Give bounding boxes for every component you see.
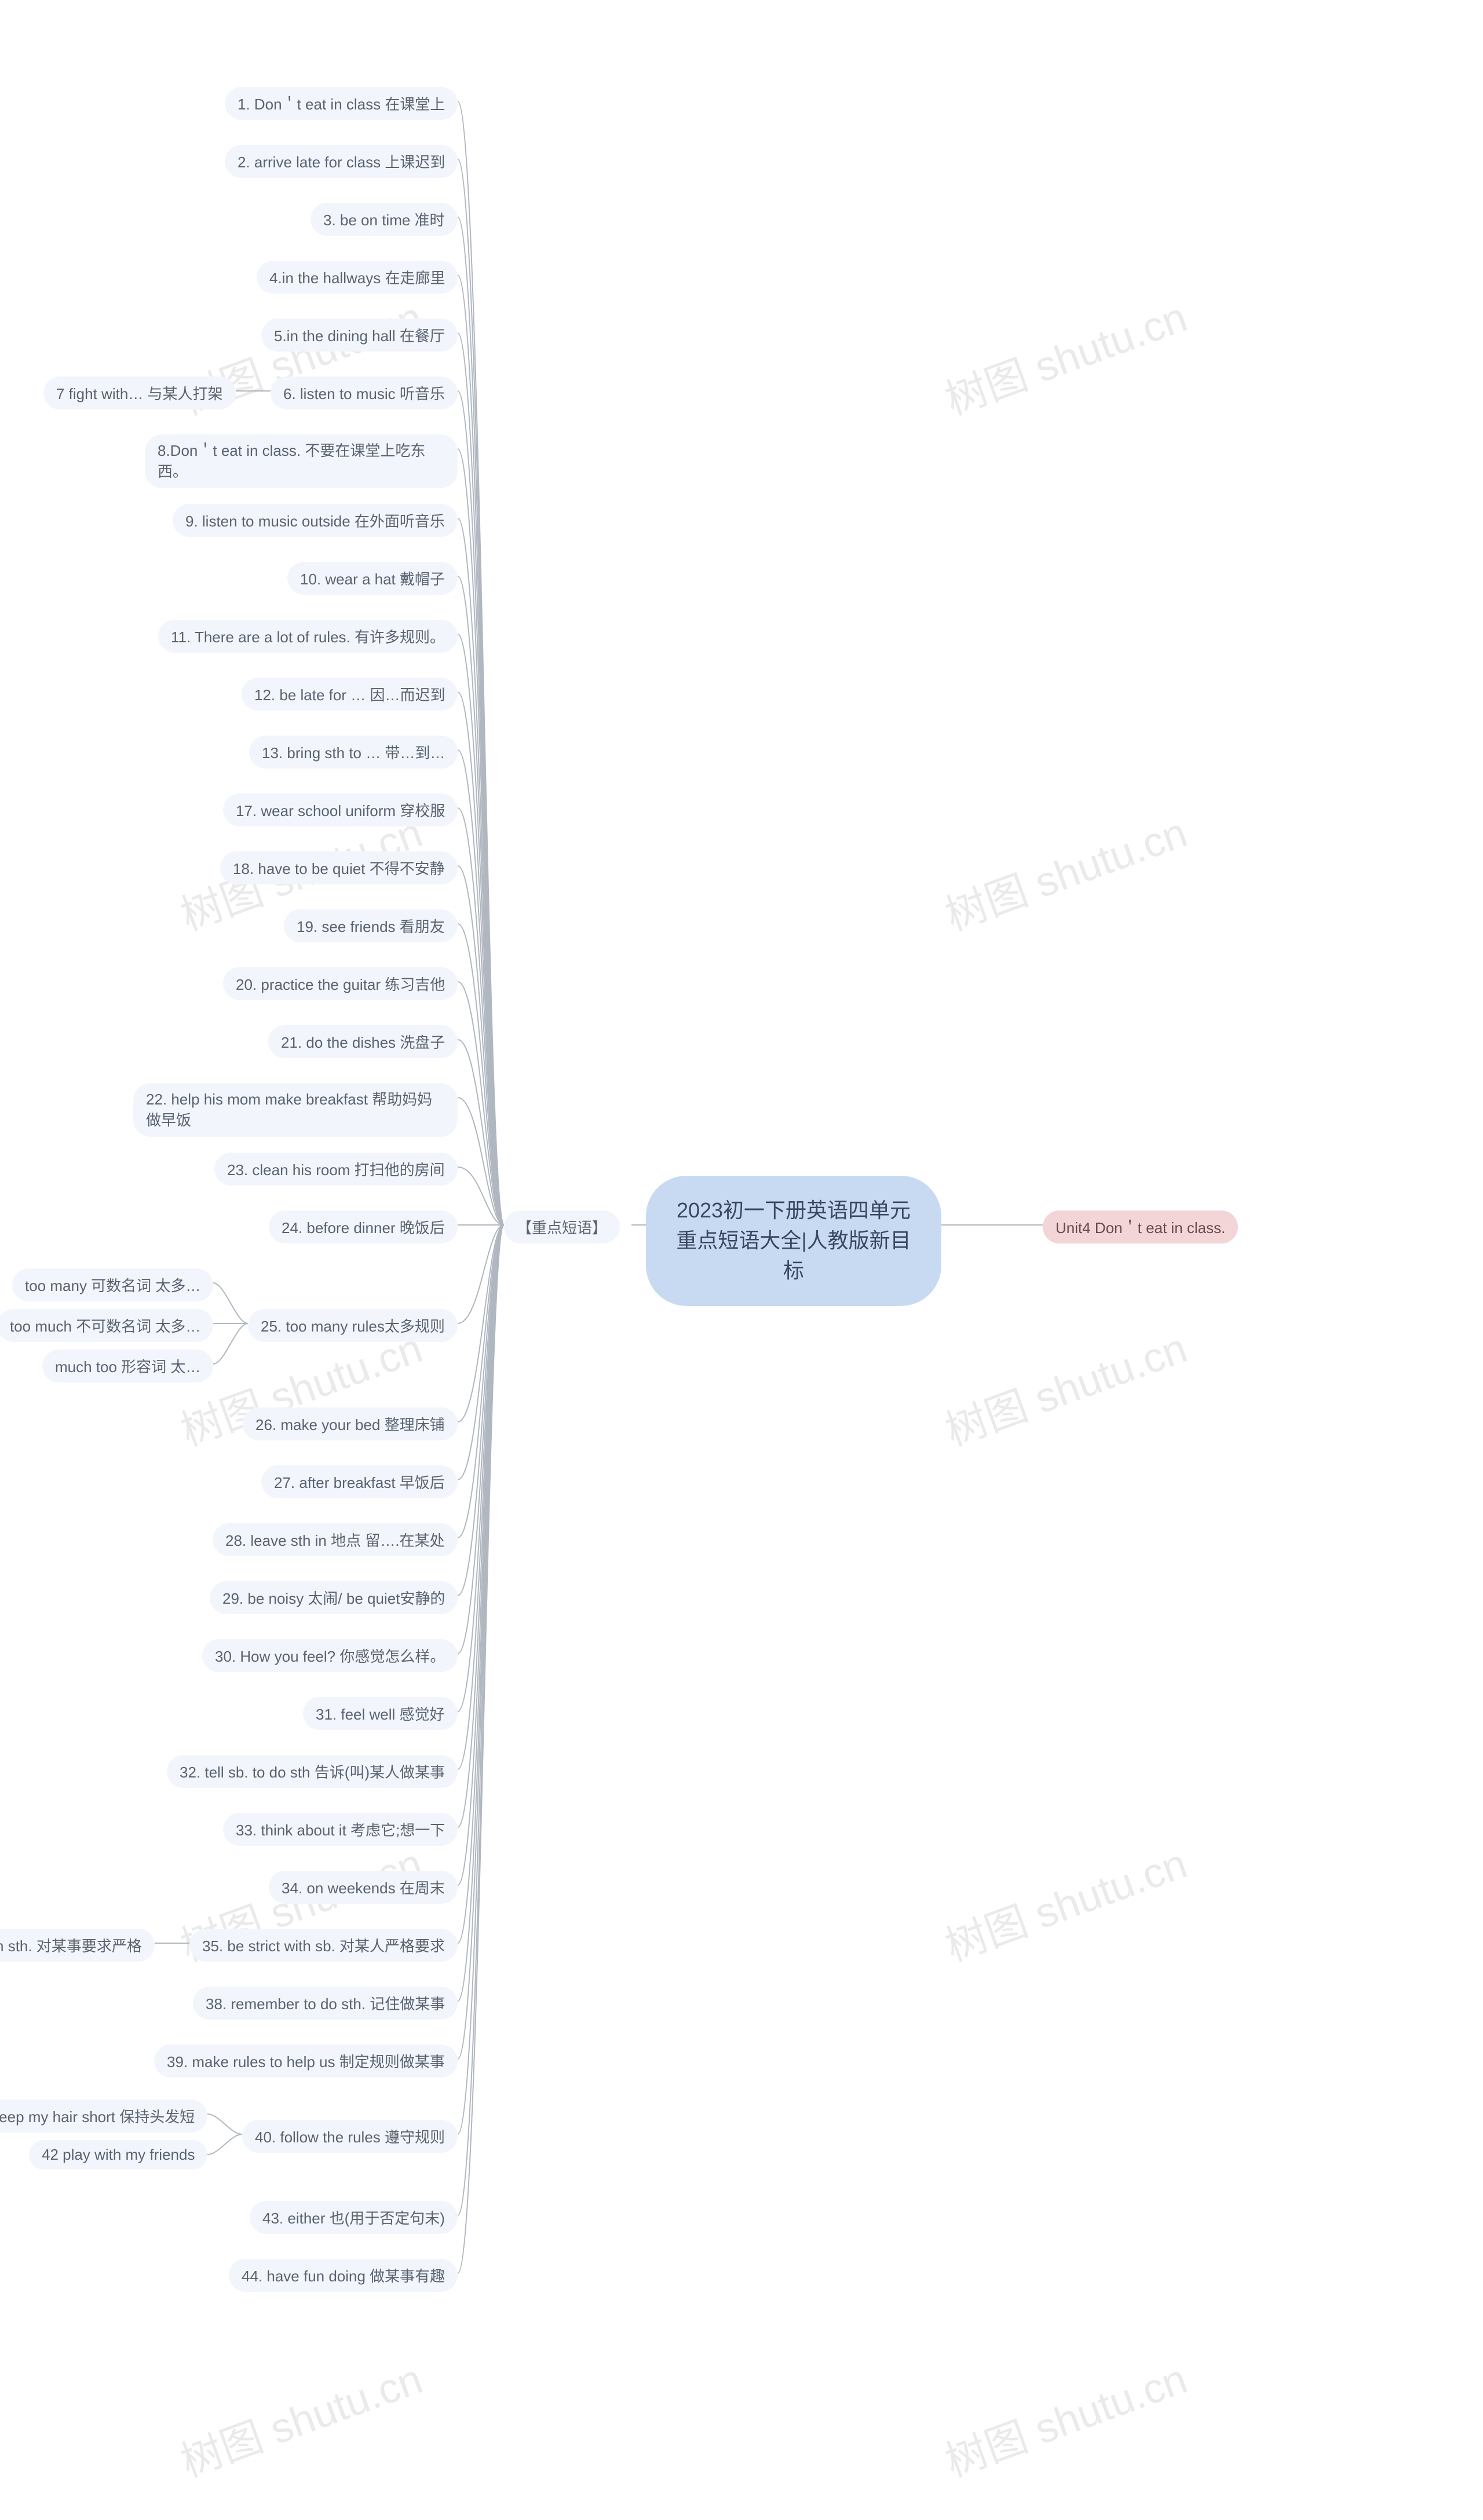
item-i30: 30. How you feel? 你感觉怎么样。	[202, 1639, 458, 1672]
item-i33: 33. think about it 考虑它;想一下	[223, 1813, 458, 1846]
item-i17: 17. wear school uniform 穿校服	[223, 793, 458, 826]
item-i10: 10. wear a hat 戴帽子	[287, 562, 458, 595]
center-node: 2023初一下册英语四单元重点短语大全|人教版新目标	[646, 1176, 941, 1306]
connector-line	[207, 2114, 242, 2134]
item-i38: 38. remember to do sth. 记住做某事	[193, 1987, 458, 2020]
child-i35a: be strict in sth. 对某事要求严格	[0, 1929, 155, 1962]
item-i8: 8.Don＇t eat in class. 不要在课堂上吃东西。	[145, 434, 458, 488]
item-i3: 3. be on time 准时	[311, 203, 458, 236]
right-node: Unit4 Don＇t eat in class.	[1043, 1210, 1238, 1243]
item-i20: 20. practice the guitar 练习吉他	[223, 967, 458, 1000]
item-i39: 39. make rules to help us 制定规则做某事	[154, 2044, 458, 2078]
item-i2: 2. arrive late for class 上课迟到	[225, 145, 458, 178]
item-i44: 44. have fun doing 做某事有趣	[229, 2259, 458, 2292]
item-i43: 43. either 也(用于否定句末)	[250, 2201, 458, 2234]
child-i25c: much too 形容词 太…	[42, 1349, 213, 1382]
item-i13: 13. bring sth to … 带…到…	[249, 736, 458, 769]
item-i12: 12. be late for … 因…而迟到	[242, 678, 458, 711]
child-i6a: 7 fight with… 与某人打架	[43, 376, 236, 409]
item-i1: 1. Don＇t eat in class 在课堂上	[225, 87, 458, 120]
item-i31: 31. feel well 感觉好	[303, 1697, 458, 1730]
item-i25: 25. too many rules太多规则	[248, 1309, 458, 1342]
item-i27: 27. after breakfast 早饭后	[261, 1465, 458, 1498]
item-i28: 28. leave sth in 地点 留….在某处	[213, 1523, 458, 1556]
child-i40a: 41 keep my hair short 保持头发短	[0, 2100, 207, 2133]
child-i40b: 42 play with my friends	[29, 2140, 207, 2170]
child-i25b: too much 不可数名词 太多…	[0, 1309, 213, 1342]
connector-line	[207, 2134, 242, 2155]
item-i21: 21. do the dishes 洗盘子	[268, 1025, 458, 1058]
item-i35: 35. be strict with sb. 对某人严格要求	[189, 1929, 458, 1962]
item-i32: 32. tell sb. to do sth 告诉(叫)某人做某事	[167, 1755, 458, 1788]
child-i25a: too many 可数名词 太多…	[12, 1268, 213, 1301]
item-i34: 34. on weekends 在周末	[269, 1871, 458, 1904]
connector-line	[213, 1323, 248, 1364]
item-i26: 26. make your bed 整理床铺	[243, 1407, 458, 1440]
item-i22: 22. help his mom make breakfast 帮助妈妈做早饭	[133, 1083, 458, 1137]
item-i11: 11. There are a lot of rules. 有许多规则。	[158, 620, 458, 653]
item-i9: 9. listen to music outside 在外面听音乐	[173, 504, 458, 537]
item-i24: 24. before dinner 晚饭后	[269, 1210, 458, 1243]
item-i6: 6. listen to music 听音乐	[271, 376, 458, 409]
item-i18: 18. have to be quiet 不得不安静	[220, 851, 458, 884]
item-i40: 40. follow the rules 遵守规则	[242, 2120, 458, 2153]
item-i5: 5.in the dining hall 在餐厅	[261, 319, 458, 352]
item-i23: 23. clean his room 打扫他的房间	[214, 1153, 458, 1186]
item-i4: 4.in the hallways 在走廊里	[257, 261, 458, 294]
connector-line	[213, 1283, 248, 1323]
item-i19: 19. see friends 看朋友	[284, 909, 458, 942]
hub-node: 【重点短语】	[504, 1210, 620, 1243]
item-i29: 29. be noisy 太闹/ be quiet安静的	[210, 1581, 458, 1614]
